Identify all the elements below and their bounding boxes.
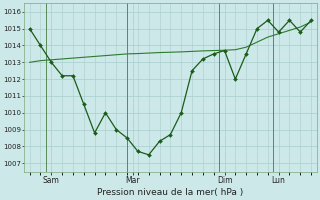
X-axis label: Pression niveau de la mer( hPa ): Pression niveau de la mer( hPa ) [97,188,244,197]
